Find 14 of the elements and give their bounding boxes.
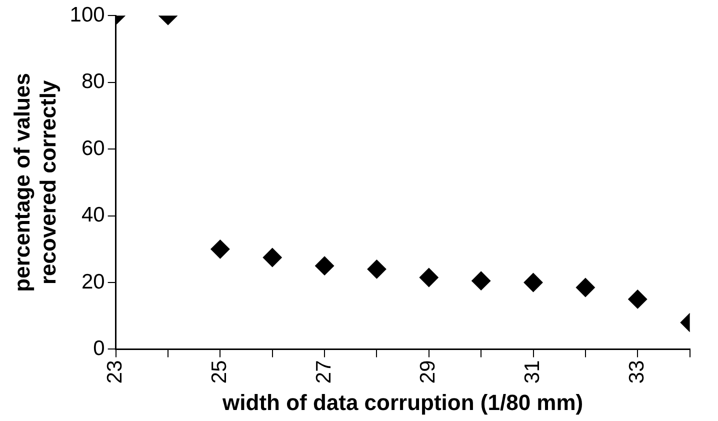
y-tick-label: 100 [70,3,105,26]
y-tick-label: 40 [81,204,105,227]
y-tick-label: 20 [81,270,105,294]
x-tick-label: 29 [416,360,440,384]
y-tick-label: 80 [81,70,105,94]
y-tick-label: 0 [93,337,105,360]
x-tick-label: 33 [625,360,648,384]
y-axis-title: percentage of values recovered correctly [9,72,61,292]
x-tick-label: 31 [521,360,544,384]
x-tick-label: 23 [104,360,127,384]
x-tick-label: 27 [312,360,336,384]
x-axis-title: width of data corruption (1/80 mm) [222,390,584,415]
x-tick-label: 25 [208,360,231,384]
y-tick-label: 60 [81,136,105,160]
